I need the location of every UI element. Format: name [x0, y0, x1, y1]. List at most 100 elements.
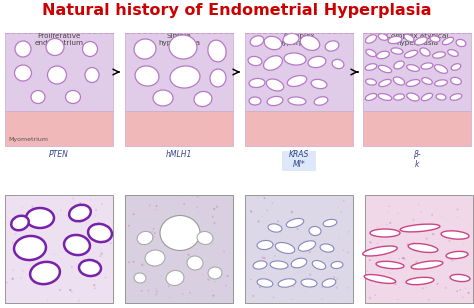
- Bar: [5, 33, 113, 111]
- Ellipse shape: [12, 242, 13, 244]
- Ellipse shape: [275, 242, 295, 253]
- Ellipse shape: [259, 286, 261, 288]
- Ellipse shape: [426, 238, 428, 240]
- Ellipse shape: [135, 66, 159, 86]
- Ellipse shape: [291, 264, 292, 265]
- Ellipse shape: [292, 264, 294, 266]
- Ellipse shape: [283, 33, 299, 45]
- Ellipse shape: [308, 56, 326, 68]
- Ellipse shape: [321, 286, 323, 289]
- Ellipse shape: [270, 265, 273, 267]
- Ellipse shape: [369, 297, 371, 299]
- Ellipse shape: [20, 277, 22, 278]
- Ellipse shape: [283, 282, 284, 283]
- Ellipse shape: [189, 292, 191, 294]
- Ellipse shape: [312, 261, 326, 270]
- Ellipse shape: [148, 204, 151, 207]
- Ellipse shape: [214, 281, 216, 283]
- Ellipse shape: [301, 36, 319, 51]
- Ellipse shape: [100, 255, 102, 257]
- Ellipse shape: [277, 220, 279, 222]
- Ellipse shape: [322, 298, 323, 300]
- Text: Simple
hyperplasia: Simple hyperplasia: [158, 33, 200, 46]
- Ellipse shape: [49, 270, 50, 271]
- Ellipse shape: [428, 299, 430, 301]
- Ellipse shape: [252, 295, 254, 297]
- Ellipse shape: [75, 246, 77, 248]
- Bar: [245, 111, 353, 146]
- Ellipse shape: [466, 254, 468, 256]
- Ellipse shape: [306, 277, 307, 278]
- Ellipse shape: [257, 221, 260, 222]
- Ellipse shape: [270, 261, 288, 269]
- Ellipse shape: [98, 225, 101, 227]
- Ellipse shape: [378, 65, 392, 73]
- Ellipse shape: [160, 216, 200, 250]
- Ellipse shape: [208, 267, 222, 279]
- Ellipse shape: [53, 266, 54, 267]
- Ellipse shape: [72, 213, 73, 214]
- Ellipse shape: [155, 288, 156, 290]
- Ellipse shape: [183, 203, 185, 205]
- Ellipse shape: [95, 209, 97, 211]
- Ellipse shape: [263, 257, 265, 259]
- Ellipse shape: [175, 234, 177, 236]
- Ellipse shape: [47, 66, 66, 84]
- Ellipse shape: [418, 204, 419, 205]
- Ellipse shape: [334, 276, 335, 278]
- Ellipse shape: [208, 40, 226, 62]
- Ellipse shape: [94, 287, 96, 290]
- Ellipse shape: [155, 205, 157, 207]
- Ellipse shape: [88, 208, 91, 210]
- Ellipse shape: [310, 274, 311, 276]
- Ellipse shape: [170, 66, 200, 88]
- Ellipse shape: [309, 251, 311, 253]
- Ellipse shape: [78, 300, 80, 302]
- Ellipse shape: [94, 227, 95, 229]
- Ellipse shape: [154, 232, 156, 234]
- Text: Complex
hyperplasia: Complex hyperplasia: [278, 33, 320, 46]
- Ellipse shape: [394, 61, 404, 69]
- Ellipse shape: [171, 298, 172, 299]
- Ellipse shape: [86, 269, 89, 271]
- Ellipse shape: [378, 94, 392, 100]
- Ellipse shape: [22, 207, 23, 208]
- Bar: [125, 111, 233, 146]
- Ellipse shape: [338, 237, 339, 238]
- Ellipse shape: [141, 264, 144, 266]
- Ellipse shape: [332, 237, 333, 238]
- Ellipse shape: [448, 50, 458, 56]
- Ellipse shape: [168, 286, 170, 287]
- Ellipse shape: [467, 292, 470, 294]
- Ellipse shape: [364, 274, 396, 283]
- Ellipse shape: [79, 202, 82, 205]
- Ellipse shape: [268, 224, 282, 232]
- Ellipse shape: [212, 216, 214, 217]
- Ellipse shape: [365, 94, 377, 100]
- Ellipse shape: [462, 281, 464, 282]
- Ellipse shape: [412, 219, 414, 221]
- Ellipse shape: [401, 257, 404, 259]
- Ellipse shape: [366, 49, 376, 57]
- Ellipse shape: [372, 254, 373, 255]
- Bar: [5, 195, 113, 303]
- Text: hMLH1: hMLH1: [166, 150, 192, 159]
- Ellipse shape: [374, 294, 376, 296]
- Ellipse shape: [154, 237, 155, 238]
- Ellipse shape: [281, 266, 282, 267]
- Ellipse shape: [169, 297, 170, 298]
- Ellipse shape: [450, 274, 470, 282]
- Bar: [125, 33, 233, 111]
- Ellipse shape: [346, 251, 349, 253]
- Ellipse shape: [408, 244, 438, 253]
- Ellipse shape: [90, 199, 91, 201]
- Ellipse shape: [365, 79, 376, 85]
- Ellipse shape: [15, 65, 31, 81]
- Ellipse shape: [30, 262, 60, 284]
- Ellipse shape: [15, 41, 31, 57]
- Ellipse shape: [348, 231, 350, 233]
- Ellipse shape: [128, 225, 130, 227]
- Ellipse shape: [71, 235, 74, 237]
- Ellipse shape: [184, 221, 186, 223]
- FancyBboxPatch shape: [282, 151, 316, 171]
